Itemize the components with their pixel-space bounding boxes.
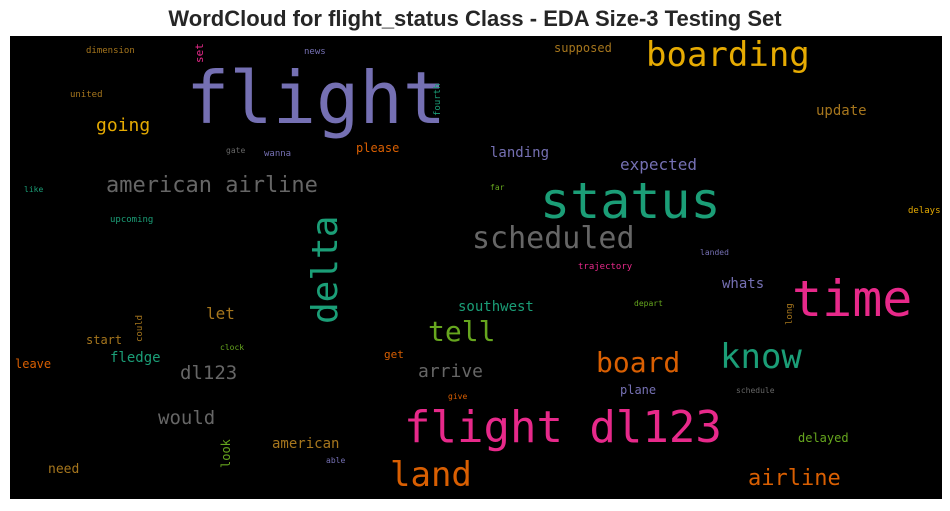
word-tell: tell	[428, 315, 496, 348]
chart-title: WordCloud for flight_status Class - EDA …	[168, 6, 782, 31]
word-delays: delays	[908, 206, 941, 216]
word-expected: expected	[620, 155, 698, 174]
word-fledge: fledge	[110, 350, 161, 366]
word-whats: whats	[722, 276, 765, 292]
word-land: land	[390, 455, 472, 495]
word-american-airline: american airline	[106, 173, 318, 198]
word-give: give	[448, 392, 468, 401]
word-delta: delta	[305, 215, 346, 324]
word-like: like	[24, 185, 44, 194]
word-boarding: boarding	[646, 36, 810, 75]
word-able: able	[326, 456, 346, 465]
word-let: let	[206, 304, 235, 323]
word-need: need	[48, 462, 80, 477]
word-united: united	[70, 90, 103, 100]
word-clock: clock	[220, 343, 245, 352]
word-leave: leave	[15, 357, 52, 371]
word-schedule: schedule	[736, 386, 775, 395]
word-long: long	[785, 303, 795, 325]
word-gate: gate	[226, 146, 246, 155]
word-could: could	[135, 314, 145, 342]
word-would: would	[158, 407, 216, 429]
word-arrive: arrive	[418, 361, 484, 382]
word-far: far	[490, 183, 505, 192]
word-american: american	[272, 436, 340, 452]
word-delayed: delayed	[798, 431, 849, 445]
word-landing: landing	[490, 145, 550, 161]
word-know: know	[720, 337, 802, 377]
word-board: board	[596, 346, 681, 379]
word-please: please	[356, 141, 400, 155]
word-southwest: southwest	[458, 299, 534, 315]
word-look: look	[219, 439, 233, 468]
word-news: news	[304, 47, 326, 57]
wordcloud-canvas: flight status time flight dl123 boarding…	[10, 36, 942, 499]
word-flight-dl123: flight dl123	[404, 402, 722, 453]
word-depart: depart	[634, 299, 663, 308]
word-set: set	[193, 43, 206, 63]
word-going: going	[96, 115, 151, 136]
word-update: update	[816, 103, 867, 119]
word-flight: flight	[186, 56, 447, 140]
word-landed: landed	[700, 248, 729, 257]
word-upcoming: upcoming	[110, 215, 154, 225]
word-get: get	[384, 348, 404, 361]
word-time: time	[792, 270, 913, 328]
word-dl123: dl123	[180, 362, 238, 384]
word-start: start	[86, 333, 123, 347]
word-plane: plane	[620, 383, 657, 397]
word-wanna: wanna	[264, 149, 292, 159]
word-dimension: dimension	[86, 46, 135, 56]
word-airline: airline	[748, 466, 841, 491]
word-scheduled: scheduled	[472, 221, 635, 256]
word-trajectory: trajectory	[578, 262, 633, 272]
word-fourth: fourth	[433, 83, 443, 116]
word-supposed: supposed	[554, 41, 612, 55]
word-status: status	[540, 172, 721, 230]
